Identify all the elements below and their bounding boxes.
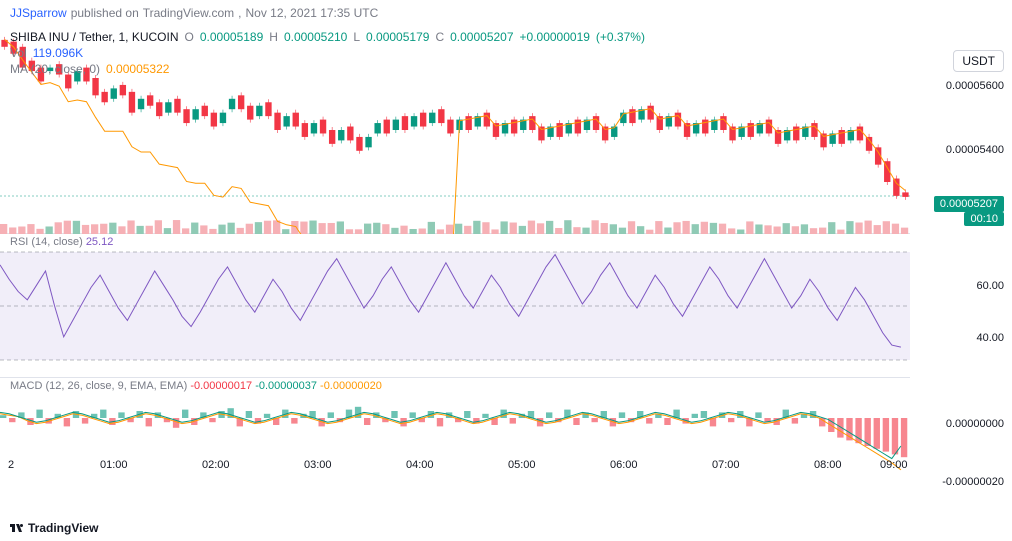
symbol-info: SHIBA INU / Tether, 1, KUCOIN O 0.0000518…: [10, 30, 645, 76]
y-tick: 0.00000000: [946, 418, 1004, 430]
x-tick: 08:00: [814, 459, 842, 471]
x-tick: 09:00: [880, 459, 908, 471]
open-value: 0.00005189: [200, 30, 263, 44]
tradingview-logo-icon: [10, 521, 24, 535]
ma-value: 0.00005322: [106, 62, 169, 76]
y-axis: 0.00005600 0.00005400 60.00 40.00 0.00000000…: [912, 26, 1012, 507]
y-tick: 0.00005400: [946, 144, 1004, 156]
current-price-tag: 0.00005207: [934, 196, 1004, 212]
change-pct: (+0.37%): [596, 30, 645, 44]
high-value: 0.00005210: [284, 30, 347, 44]
x-tick: 03:00: [304, 459, 332, 471]
chart-area[interactable]: USDT SHIBA INU / Tether, 1, KUCOIN O 0.00…: [0, 26, 1012, 507]
rsi-label: RSI (14, close): [10, 236, 83, 248]
publish-timestamp: Nov 12, 2021 17:35 UTC: [245, 6, 378, 20]
close-value: 0.00005207: [450, 30, 513, 44]
macd-hist-value: -0.00000017: [190, 380, 252, 392]
site-name: TradingView.com: [143, 6, 234, 20]
x-tick: 2: [8, 459, 14, 471]
y-tick: 60.00: [976, 280, 1004, 292]
x-tick: 06:00: [610, 459, 638, 471]
open-label: O: [185, 30, 194, 44]
macd-label: MACD (12, 26, close, 9, EMA, EMA): [10, 380, 187, 392]
y-tick: 0.00005600: [946, 80, 1004, 92]
high-label: H: [269, 30, 278, 44]
low-value: 0.00005179: [366, 30, 429, 44]
publish-header: JJSparrow published on TradingView.com, …: [0, 0, 1012, 26]
countdown-badge: 00:10: [964, 212, 1004, 226]
x-tick: 04:00: [406, 459, 434, 471]
change-abs: +0.00000019: [520, 30, 590, 44]
volume-label: Vol: [10, 46, 27, 60]
y-tick: 40.00: [976, 332, 1004, 344]
rsi-value: 25.12: [86, 236, 114, 248]
low-label: L: [353, 30, 360, 44]
macd-signal-value: -0.00000020: [320, 380, 382, 392]
x-axis: 2 01:00 02:00 03:00 04:00 05:00 06:00 07:00 08:0…: [0, 457, 910, 477]
footer-brand: TradingView: [10, 521, 98, 535]
symbol-name: SHIBA INU / Tether, 1, KUCOIN: [10, 30, 179, 44]
currency-badge[interactable]: USDT: [953, 50, 1004, 72]
macd-value: -0.00000037: [255, 380, 317, 392]
x-tick: 07:00: [712, 459, 740, 471]
rsi-panel[interactable]: RSI (14, close) 25.12: [0, 234, 910, 378]
published-label: published on: [71, 6, 139, 20]
volume-value: 119.096K: [33, 46, 84, 60]
y-tick: -0.00000020: [942, 476, 1004, 488]
x-tick: 02:00: [202, 459, 230, 471]
x-tick: 05:00: [508, 459, 536, 471]
close-label: C: [435, 30, 444, 44]
brand-text: TradingView: [28, 521, 98, 535]
ma-label: MA (20, close, 0): [10, 62, 100, 76]
x-tick: 01:00: [100, 459, 128, 471]
author-link[interactable]: JJSparrow: [10, 6, 67, 20]
